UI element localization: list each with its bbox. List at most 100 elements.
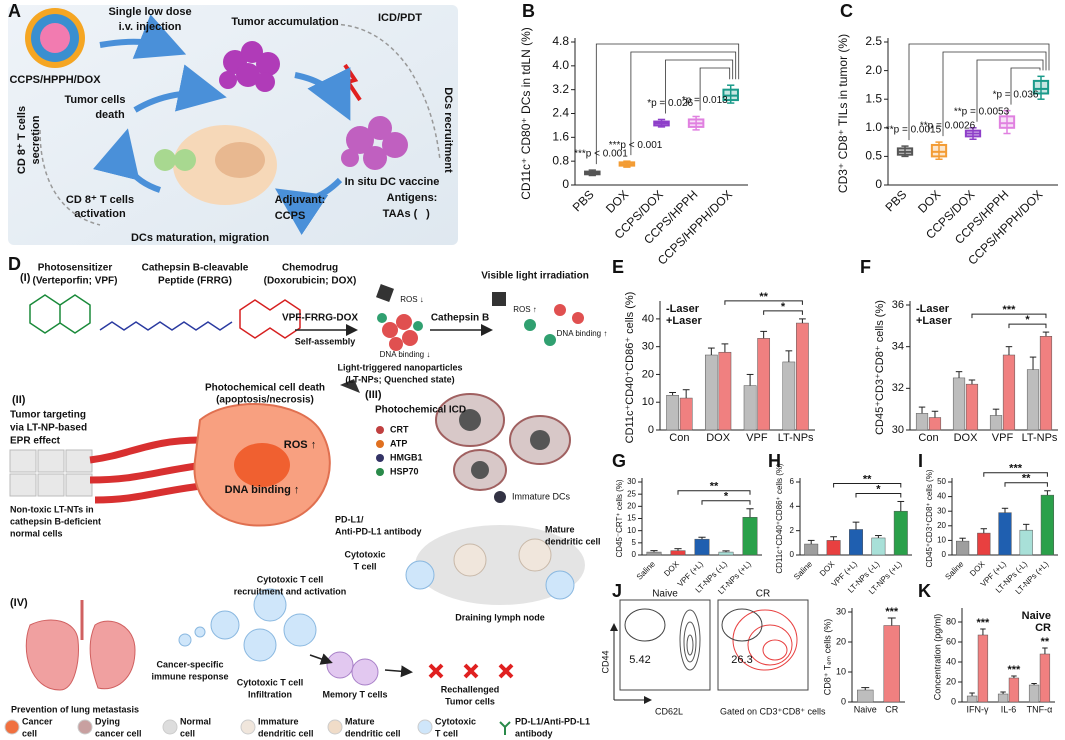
- x-tick-label: Con: [918, 432, 938, 444]
- y-tick-label: 10: [627, 526, 636, 535]
- bar: [1026, 369, 1040, 431]
- significance-bracket: [1004, 482, 1048, 487]
- illustration: [4, 719, 511, 735]
- y-tick-label: 0.8: [552, 153, 569, 167]
- diagram-label: Cancer: [22, 716, 53, 726]
- significance-bracket: [1010, 67, 1041, 105]
- y-tick-label: 0: [951, 696, 956, 706]
- y-tick-label: 6: [790, 477, 795, 486]
- diagram-label: Tumor cells: [65, 94, 126, 106]
- illustration: [402, 330, 418, 346]
- illustration: [239, 299, 301, 339]
- illustration: [732, 609, 798, 671]
- diagram-label: (III): [365, 389, 382, 401]
- diagram-label: Chemodrug: [282, 263, 338, 274]
- diagram-label: activation: [74, 208, 126, 220]
- significance-bracket: [976, 59, 1044, 122]
- illustration: [253, 588, 287, 622]
- diagram-label: Mature: [345, 716, 375, 726]
- diagram-label: (I): [20, 272, 31, 284]
- diagram-label: (Verteporfin; VPF): [32, 276, 117, 287]
- significance-bracket: [983, 472, 1048, 477]
- illustration: [319, 23, 441, 161]
- y-tick-label: 40: [946, 656, 956, 666]
- diagram-label: Cytotoxic: [344, 549, 385, 559]
- bar: [997, 693, 1009, 703]
- panel-label: A: [8, 1, 21, 21]
- illustration: [499, 721, 511, 735]
- illustration: [346, 126, 374, 154]
- x-tick-label: Naive: [854, 704, 877, 714]
- illustration: [326, 651, 354, 679]
- illustration: [389, 337, 403, 351]
- y-tick-label: 30: [836, 606, 846, 616]
- x-tick-label: Con: [669, 432, 689, 444]
- diagram-label: cell: [180, 728, 195, 738]
- diagram-label: Rechallenged: [441, 684, 500, 694]
- bar: [1039, 336, 1053, 431]
- annotation: *: [1025, 314, 1030, 326]
- illustration: [762, 639, 788, 661]
- panel-label: E: [612, 257, 624, 277]
- bar: [782, 361, 796, 431]
- illustration: [241, 41, 263, 63]
- diagram-label: DCs recruitment: [442, 87, 454, 173]
- y-tick-label: 30: [937, 506, 946, 515]
- y-tick-label: 4.0: [552, 58, 569, 72]
- diagram-label: TAAs (: [383, 208, 418, 220]
- panel-label: B: [522, 1, 535, 21]
- diagram-label: T cell: [435, 728, 458, 738]
- bar: [704, 354, 718, 431]
- illustration: [524, 319, 556, 346]
- illustration: [174, 149, 196, 171]
- flow-art: [610, 599, 809, 704]
- y-tick-label: 30: [627, 477, 636, 486]
- significance-bracket: [833, 482, 902, 488]
- illustration: [65, 473, 93, 497]
- y-tick-label: 36: [892, 299, 904, 311]
- significance-bracket: [855, 492, 902, 498]
- y-tick-label: 3.2: [552, 82, 569, 96]
- illustration: [396, 314, 412, 330]
- significance-bracket: [630, 51, 737, 156]
- significance-bracket: [699, 67, 731, 111]
- bar: [915, 413, 929, 431]
- illustration: [453, 543, 487, 577]
- y-tick-label: 4.8: [552, 34, 569, 48]
- bar: [826, 540, 841, 556]
- y-tick-label: 5: [632, 538, 637, 547]
- panel-label: D: [8, 254, 21, 274]
- illustration: [215, 142, 265, 178]
- panel-a-art: [8, 5, 458, 245]
- illustration: [210, 610, 240, 640]
- y-tick-label: 2.0: [865, 63, 882, 77]
- bar: [1040, 494, 1055, 556]
- illustration: [93, 128, 162, 193]
- bar: [679, 397, 693, 431]
- annotation: *: [781, 301, 786, 313]
- diagram-label: Visible light irradiation: [481, 271, 589, 282]
- flow-x-label: CD62L: [655, 706, 683, 716]
- diagram-label: T cell: [353, 561, 376, 571]
- diagram-label: (LT-NPs; Quenched state): [345, 374, 454, 384]
- diagram-label: Immature: [258, 716, 299, 726]
- bar: [670, 550, 686, 556]
- diagram-label: cell: [22, 728, 37, 738]
- illustration: [178, 560, 575, 662]
- illustration: [341, 116, 408, 170]
- illustration: [363, 146, 387, 170]
- illustration: [747, 624, 793, 666]
- significance-bracket: [971, 313, 1047, 319]
- illustration: [340, 379, 360, 393]
- illustration: [679, 609, 701, 671]
- annotation: **: [710, 481, 719, 493]
- illustration: [40, 23, 70, 53]
- y-axis-label: CD3⁺ CD8⁺ TILs in tumor (%): [836, 34, 850, 193]
- box: [1032, 79, 1050, 95]
- annotation: **: [1041, 636, 1050, 648]
- illustration: [453, 538, 552, 577]
- illustration: [377, 313, 387, 323]
- significance-bracket: [763, 310, 803, 315]
- diagram-label: (II): [12, 394, 26, 406]
- bar: [1002, 354, 1016, 431]
